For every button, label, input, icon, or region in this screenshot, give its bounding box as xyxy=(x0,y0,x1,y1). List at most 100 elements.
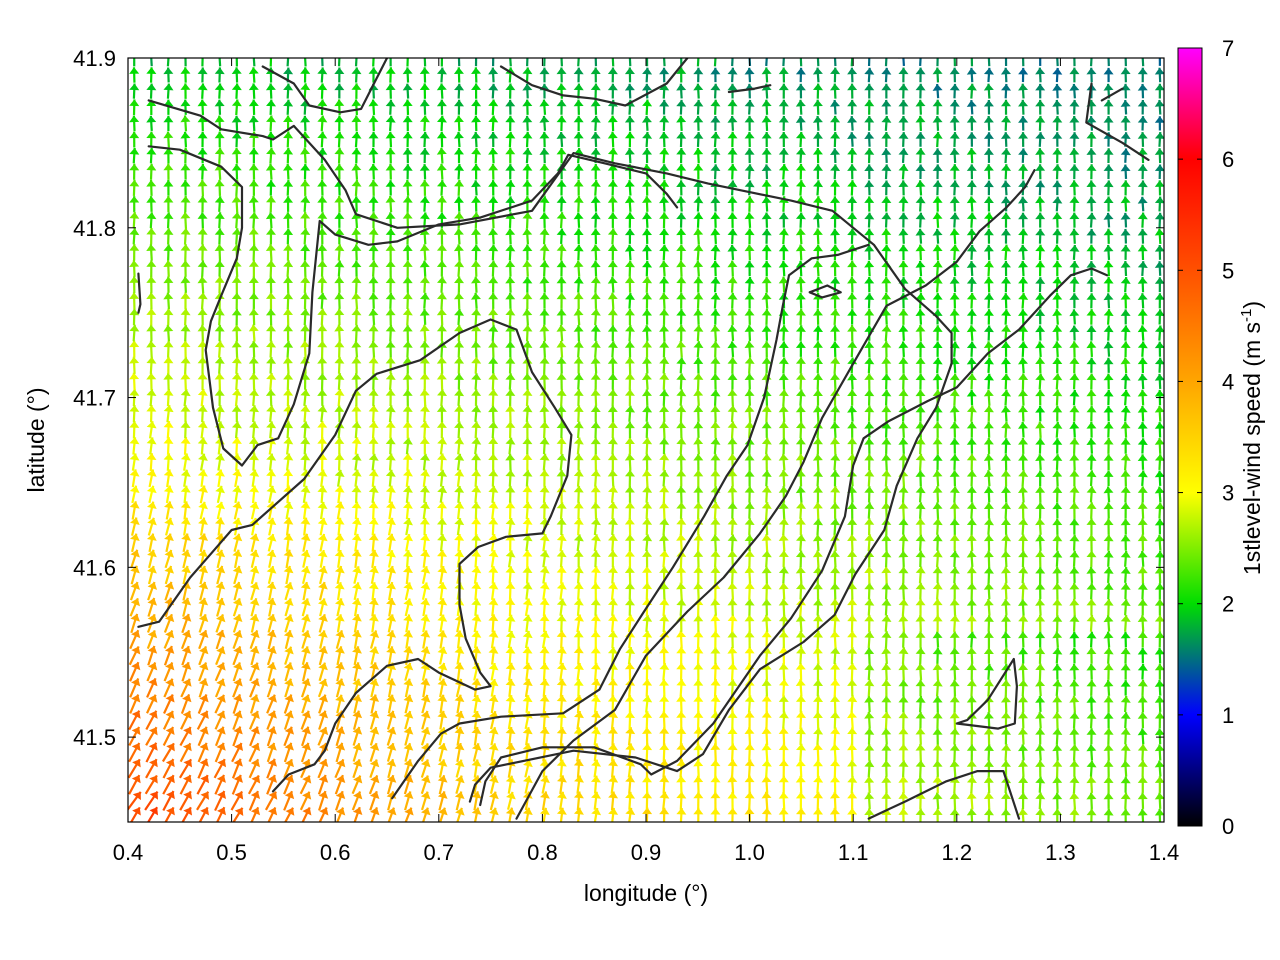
wind-arrow xyxy=(625,614,636,633)
wind-arrow xyxy=(129,340,140,358)
wind-arrow xyxy=(301,726,312,747)
wind-arrow xyxy=(949,180,960,196)
wind-arrow xyxy=(1001,389,1012,406)
wind-arrow xyxy=(1086,614,1097,632)
wind-arrow xyxy=(676,775,687,794)
wind-arrow xyxy=(283,308,294,326)
wind-arrow xyxy=(727,759,738,778)
wind-arrow xyxy=(1089,58,1097,67)
wind-arrow xyxy=(385,180,396,196)
wind-arrow xyxy=(505,550,516,568)
wind-arrow xyxy=(453,115,464,132)
wind-arrow xyxy=(437,469,448,487)
wind-arrow xyxy=(385,292,396,309)
wind-arrow xyxy=(403,694,414,714)
wind-arrow xyxy=(1001,260,1011,277)
wind-arrow xyxy=(864,115,875,131)
colorbar-tick-label-3: 3 xyxy=(1222,481,1234,506)
wind-arrow xyxy=(283,790,295,811)
wind-arrow xyxy=(1137,67,1148,83)
wind-arrow xyxy=(1069,132,1080,147)
wind-arrow xyxy=(966,147,977,164)
wind-arrow xyxy=(386,694,397,714)
wind-arrow xyxy=(693,276,704,293)
wind-arrow xyxy=(436,356,447,374)
wind-arrow xyxy=(300,276,311,293)
wind-arrow xyxy=(573,115,584,131)
wind-arrow xyxy=(368,774,380,795)
wind-arrow xyxy=(932,663,943,681)
wind-arrow xyxy=(761,598,772,616)
wind-arrow xyxy=(1035,518,1046,535)
wind-arrow xyxy=(744,99,755,115)
wind-arrow xyxy=(368,356,379,374)
wind-arrow xyxy=(898,743,909,761)
wind-arrow xyxy=(163,437,174,455)
wind-arrow xyxy=(197,421,208,439)
wind-arrow xyxy=(437,678,448,698)
wind-arrow xyxy=(730,58,738,67)
wind-arrow xyxy=(727,775,738,794)
wind-arrow xyxy=(402,485,413,503)
wind-arrow xyxy=(932,196,943,212)
wind-arrow xyxy=(266,613,277,633)
wind-arrow xyxy=(744,131,755,148)
wind-arrow xyxy=(129,356,140,374)
colorbar-tick-label-1: 1 xyxy=(1222,703,1234,728)
wind-arrow xyxy=(1052,518,1063,535)
wind-arrow xyxy=(197,244,208,261)
wind-arrow xyxy=(453,292,464,309)
wind-arrow xyxy=(505,99,516,115)
wind-arrow xyxy=(829,630,840,649)
wind-arrow xyxy=(1103,695,1114,713)
wind-arrow xyxy=(642,309,653,325)
wind-arrow xyxy=(864,196,875,212)
wind-arrow xyxy=(676,727,687,746)
wind-arrow xyxy=(505,244,516,261)
wind-arrow xyxy=(471,115,482,132)
wind-arrow xyxy=(864,728,875,745)
wind-arrow xyxy=(864,389,875,406)
wind-arrow xyxy=(522,421,533,439)
wind-arrow xyxy=(1052,582,1063,600)
wind-arrow xyxy=(197,228,208,245)
wind-arrow xyxy=(1154,293,1164,309)
wind-arrow xyxy=(727,791,738,810)
wind-arrow xyxy=(966,453,977,471)
wind-arrow xyxy=(949,808,960,822)
wind-arrow xyxy=(642,791,653,810)
wind-arrow xyxy=(334,453,345,471)
wind-arrow xyxy=(744,791,755,810)
wind-arrow xyxy=(539,791,550,811)
wind-arrow xyxy=(744,228,755,245)
wind-arrow xyxy=(180,501,191,520)
wind-arrow xyxy=(454,99,465,115)
wind-arrow xyxy=(830,647,841,665)
wind-arrow xyxy=(624,534,635,552)
wind-arrow xyxy=(864,792,875,810)
wind-arrow xyxy=(676,517,687,536)
wind-arrow xyxy=(983,760,994,777)
wind-arrow xyxy=(573,550,584,568)
wind-arrow xyxy=(778,727,789,746)
wind-arrow xyxy=(420,726,431,746)
wind-arrow xyxy=(847,711,858,729)
wind-arrow xyxy=(505,228,516,245)
wind-arrow xyxy=(352,758,363,779)
wind-arrow xyxy=(1018,148,1029,163)
wind-arrow xyxy=(1154,244,1164,260)
wind-arrow xyxy=(1120,116,1131,131)
wind-arrow xyxy=(778,469,789,487)
wind-arrow xyxy=(830,389,841,406)
wind-arrow xyxy=(693,132,704,147)
wind-arrow xyxy=(983,164,994,180)
wind-arrow xyxy=(129,661,141,682)
wind-arrow xyxy=(283,710,294,730)
wind-arrow xyxy=(556,582,567,600)
wind-arrow xyxy=(300,533,311,552)
wind-arrow xyxy=(370,807,380,822)
wind-arrow xyxy=(727,566,738,584)
wind-arrow xyxy=(573,807,584,822)
wind-arrow xyxy=(1001,58,1012,67)
wind-arrow xyxy=(659,646,670,665)
